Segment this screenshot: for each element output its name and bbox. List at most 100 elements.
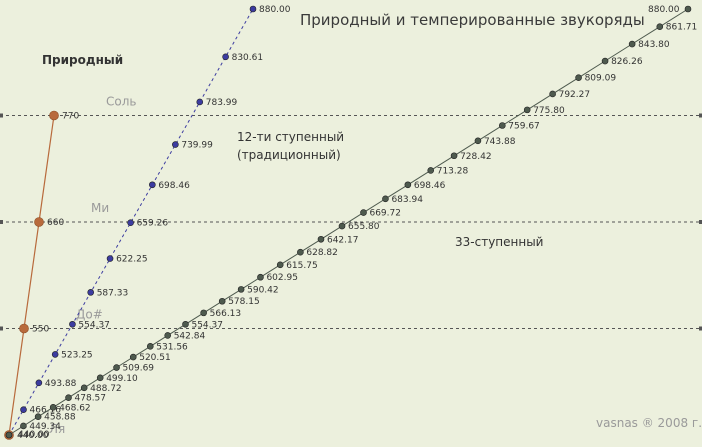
series-2-point-3 [49,403,57,411]
natural-note-3: Соль [106,95,136,109]
series-2-point-1 [20,422,27,430]
series-2-point-2 [34,413,42,421]
series-1-point-9 [172,141,179,148]
series-2-label-22: 698.46 [414,181,446,191]
series-1-point-3 [51,351,59,358]
series-0-label-1: 550 [32,325,49,335]
series-natural: 440.00 550 660 770 Ля До# Ми Соль [4,95,136,441]
series-2-label-15: 602.95 [266,273,298,283]
series-1-point-6 [106,255,114,262]
series-2-point-29 [575,74,582,81]
series-2-point-19 [338,222,346,230]
series-1-point-1 [20,406,27,413]
series-2-point-11 [182,320,189,328]
series-2-label-19: 655.80 [348,222,380,232]
label-12-step-line2: (традиционный) [237,148,341,162]
series-1-label-4: 554.37 [78,320,110,330]
series-2-label-30: 826.26 [611,57,643,67]
series-2-point-33 [684,5,692,13]
series-2-label-18: 642.17 [327,235,359,245]
grid-tick-right-2 [699,113,702,118]
series-2-label-33: 880.00 [648,5,680,15]
series-2-point-13 [218,297,226,305]
series-2-point-8 [129,353,137,361]
series-2-label-20: 669.72 [369,209,401,219]
series-2-point-17 [297,248,304,256]
grid-lines [0,113,702,331]
series-2-point-31 [628,40,636,48]
series-1-label-10: 783.99 [206,98,238,108]
series-2-label-0: 440.00 [18,430,50,440]
series-0-point-3 [49,110,59,121]
series-2-point-12 [200,309,207,317]
grid-tick-left-1 [0,220,3,224]
series-1-point-7 [127,219,134,227]
series-2-label-16: 615.75 [286,261,318,271]
series-2-point-22 [404,181,412,189]
series-0-point-1 [19,323,29,334]
series-2-point-15 [257,273,264,281]
series-1-label-2: 493.88 [45,379,77,389]
series-2-point-9 [146,343,154,350]
series-1-point-2 [35,379,43,387]
series-1-point-4 [69,320,76,328]
series-2-point-30 [601,57,609,65]
series-2-label-31: 843.80 [638,40,670,50]
series-1-point-10 [196,98,204,106]
series-2-label-23: 713.28 [437,166,469,176]
series-2-label-2: 458.88 [44,413,76,423]
series-0-label-0: 440.00 [17,431,49,441]
series-2-label-8: 520.51 [139,353,171,363]
series-2-point-21 [382,195,389,203]
series-2-label-12: 566.13 [210,309,242,319]
series-2-label-25: 743.88 [484,137,516,147]
series-2-point-5 [80,384,88,392]
series-1-label-5: 587.33 [97,288,128,298]
series-2-label-32: 861.71 [666,23,698,33]
series-2-point-7 [113,364,120,371]
series-0-label-3: 770 [62,112,79,122]
credit-text: vasnas ® 2008 г. [596,416,702,430]
series-2-point-0 [5,431,13,439]
series-2-label-5: 488.72 [90,384,122,394]
natural-note-2: Ми [91,201,109,215]
series-0-point-2 [34,217,44,227]
series-2-point-28 [549,90,556,98]
series-line-0 [8,115,55,436]
series-2-point-26 [499,122,506,129]
grid-tick-right-1 [699,220,702,224]
series-1-point-11 [222,53,229,61]
series-2-label-3: 468.62 [59,403,91,413]
series-2-point-25 [474,137,482,145]
label-12-step-line1: 12-ти ступенный [237,130,344,144]
series-1-point-12 [249,5,257,13]
natural-note-1: До# [76,308,103,322]
grid-tick-right-0 [699,326,702,331]
series-2-label-26: 759.67 [508,122,540,132]
series-2-label-1: 449.34 [29,422,61,432]
series-1-point-5 [87,289,95,296]
series-1-label-1: 466.16 [30,406,62,416]
series-0-label-2: 660 [47,218,64,228]
series-1-label-12: 880.00 [259,5,291,15]
series-1-label-7: 659.26 [137,219,169,229]
series-2-label-11: 554.37 [191,320,223,330]
series-33-step: 440.00449.34458.88468.62478.57488.72499.… [5,5,698,440]
series-2-point-20 [360,209,367,216]
series-2-point-4 [65,394,72,401]
series-2-label-14: 590.42 [247,285,279,295]
series-2-point-24 [450,152,458,160]
series-1-label-9: 739.99 [181,141,213,151]
series-2-point-32 [656,23,664,31]
natural-note-0: Ля [49,422,65,436]
chart-title: Природный и темперированные звукоряды [300,11,645,29]
series-2-point-27 [523,106,531,114]
series-2-label-24: 728.42 [460,152,492,162]
series-2-label-9: 531.56 [156,342,188,352]
series-2-label-27: 775.80 [533,106,565,116]
series-2-label-7: 509.69 [123,364,155,374]
series-2-label-17: 628.82 [306,248,338,258]
series-2-point-23 [427,167,435,174]
series-2-label-6: 499.10 [106,374,138,384]
grid-tick-left-0 [0,326,3,331]
